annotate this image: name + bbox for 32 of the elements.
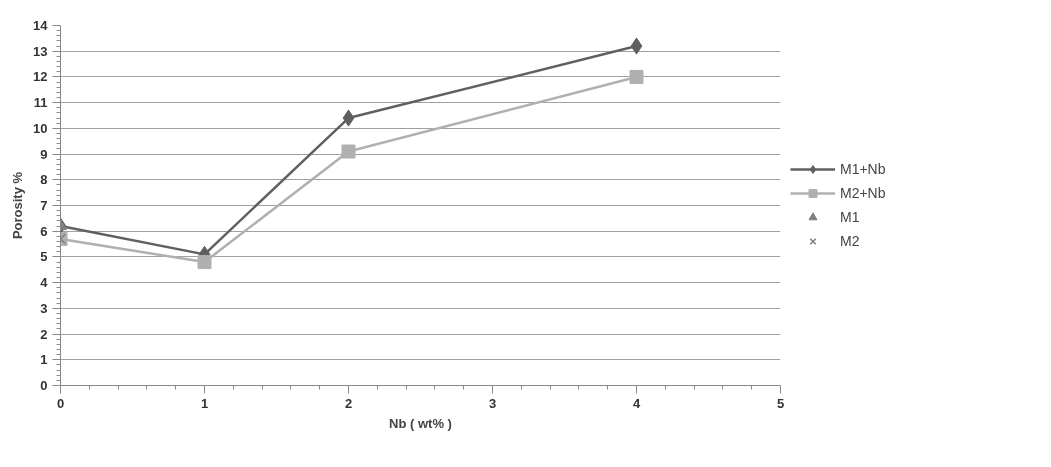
y-tick-label: 13 — [33, 43, 48, 59]
y-tick-label: 1 — [40, 352, 48, 368]
point — [629, 69, 644, 84]
y-tick-label: 0 — [40, 378, 48, 393]
y-axis-title: Porosity % — [10, 171, 26, 240]
x-tick-label: 0 — [56, 395, 65, 411]
y-tick-label: 2 — [40, 326, 48, 342]
y-tick-label: 10 — [33, 120, 48, 136]
y-tick-label: 7 — [40, 198, 48, 213]
x-axis-title: Nb ( wt% ) — [389, 415, 452, 431]
y-tick-label: 11 — [33, 95, 48, 111]
legend-label: M2+Nb — [840, 185, 886, 201]
legend-label: M1 — [840, 209, 860, 225]
x-tick-label: 5 — [776, 395, 785, 411]
y-tick-label: 12 — [33, 69, 48, 85]
y-tick-label: 9 — [40, 146, 48, 162]
y-tick-label: 5 — [40, 249, 48, 265]
y-tick-label: 4 — [40, 275, 49, 291]
point — [630, 37, 643, 55]
y-tick-label: 3 — [40, 300, 48, 316]
point — [197, 255, 212, 270]
y-tick-label: 6 — [40, 223, 48, 239]
point — [341, 144, 356, 159]
y-tick-label: 8 — [40, 172, 48, 188]
x-tick-label: 3 — [488, 395, 497, 411]
y-tick-label: 14 — [33, 18, 49, 33]
x-tick-label: 2 — [344, 395, 353, 411]
x-tick-label: 1 — [200, 395, 209, 411]
x-tick-label: 4 — [632, 395, 641, 411]
legend-label: M1+Nb — [840, 161, 886, 177]
legend-label: M2 — [840, 233, 860, 249]
point — [342, 109, 355, 127]
